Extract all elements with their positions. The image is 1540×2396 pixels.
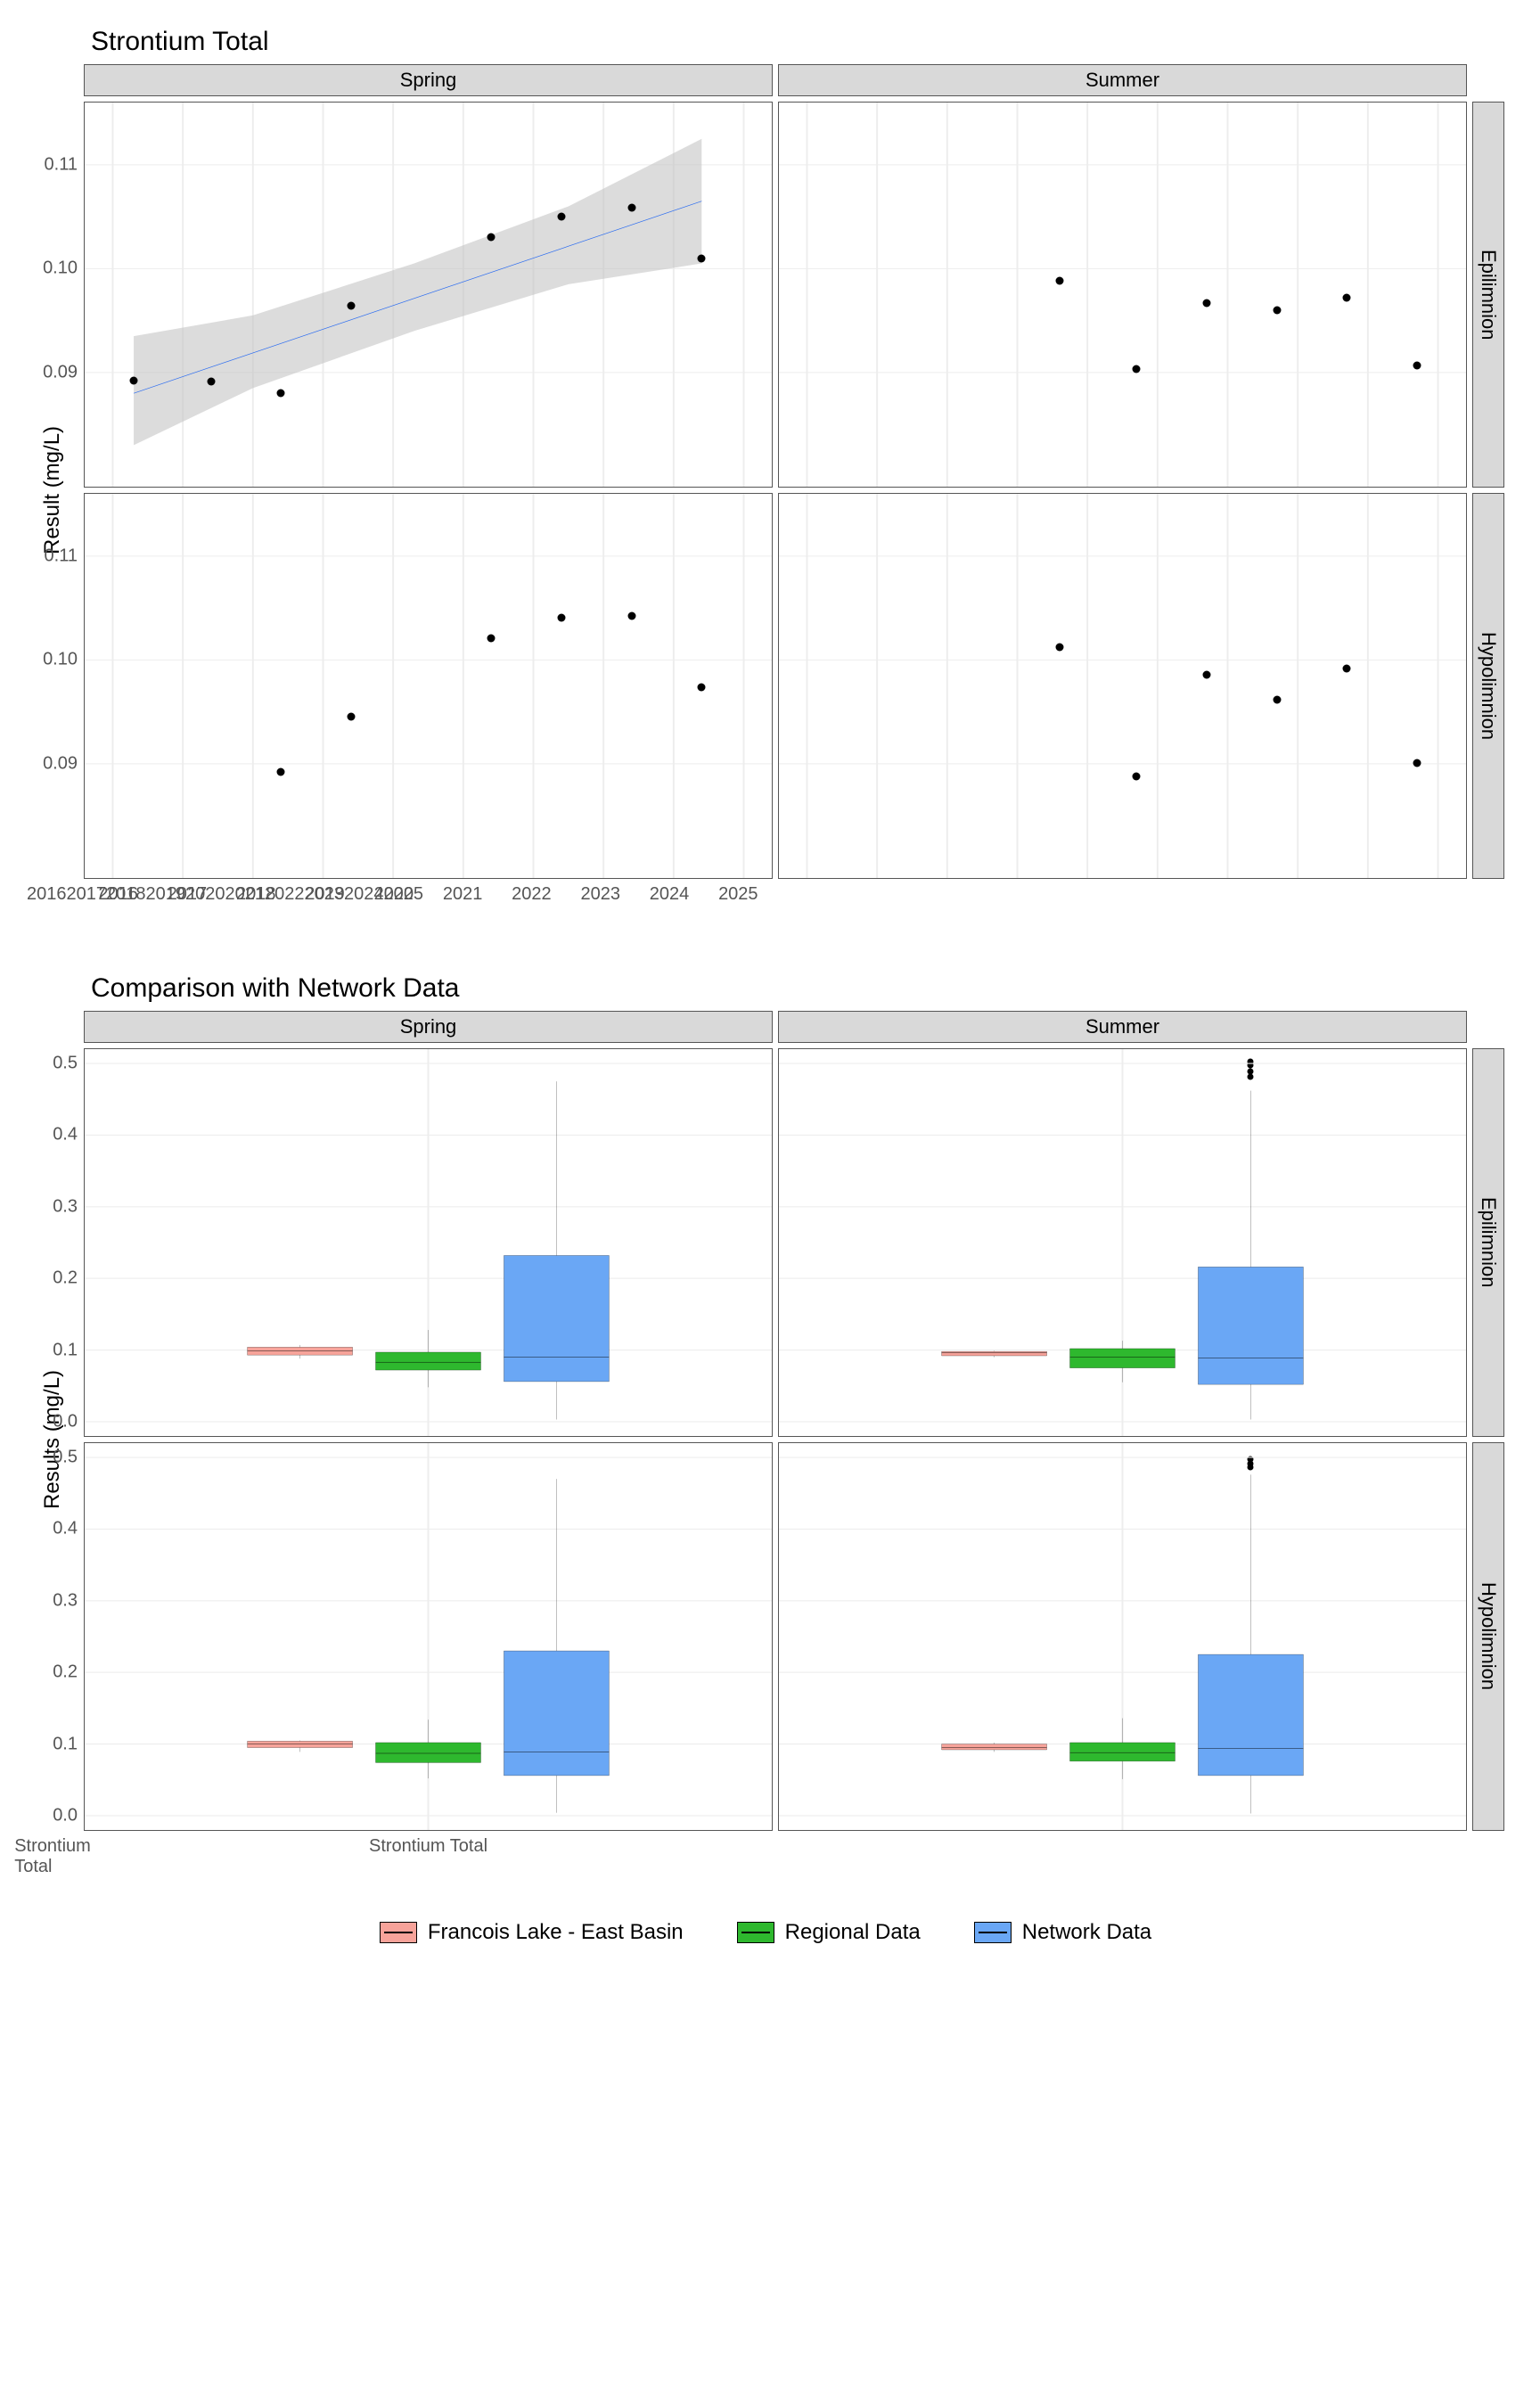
box-panel-1 [778, 1048, 1467, 1437]
box-col-strip-0: Spring [84, 1011, 773, 1043]
scatter-panel-1 [778, 102, 1467, 488]
box-panel-2: 0.00.10.20.30.40.5 [84, 1442, 773, 1831]
scatter-title: Strontium Total [91, 27, 1504, 57]
legend-item-0: Francois Lake - East Basin [380, 1920, 684, 1945]
box-figure: Comparison with Network Data Spring Summ… [27, 973, 1504, 1867]
scatter-row-strip-1: Hypolimnion [1472, 493, 1504, 879]
scatter-figure: Strontium Total Spring Summer Result (mg… [27, 27, 1504, 920]
scatter-panel-0: 0.110.100.09 [84, 102, 773, 488]
scatter-xticks-0: 2016201720182019202020212022202320242025 [27, 884, 78, 920]
box-col-strip-1: Summer [778, 1011, 1467, 1043]
legend-swatch-2 [974, 1922, 1012, 1943]
scatter-row-strip-0: Epilimnion [1472, 102, 1504, 488]
scatter-col-strip-0: Spring [84, 64, 773, 96]
scatter-panel-2: 0.110.100.09 [84, 493, 773, 879]
scatter-panel-3 [778, 493, 1467, 879]
box-panel-3 [778, 1442, 1467, 1831]
box-panel-0: 0.00.10.20.30.40.5 [84, 1048, 773, 1437]
box-title: Comparison with Network Data [91, 973, 1504, 1004]
legend-item-2: Network Data [974, 1920, 1151, 1945]
scatter-xticks-1: 2016201720182019202020212022202320242025 [84, 884, 773, 920]
legend-label-1: Regional Data [785, 1920, 921, 1945]
box-xlabel-1: Strontium Total [84, 1836, 773, 1867]
legend-label-0: Francois Lake - East Basin [428, 1920, 684, 1945]
box-row-strip-0: Epilimnion [1472, 1048, 1504, 1437]
legend-swatch-0 [380, 1922, 417, 1943]
box-row-strip-1: Hypolimnion [1472, 1442, 1504, 1831]
legend-item-1: Regional Data [737, 1920, 921, 1945]
legend: Francois Lake - East Basin Regional Data… [27, 1920, 1504, 1945]
box-xlabel-0: Strontium Total [27, 1836, 78, 1867]
legend-label-2: Network Data [1022, 1920, 1151, 1945]
scatter-col-strip-1: Summer [778, 64, 1467, 96]
legend-swatch-1 [737, 1922, 774, 1943]
